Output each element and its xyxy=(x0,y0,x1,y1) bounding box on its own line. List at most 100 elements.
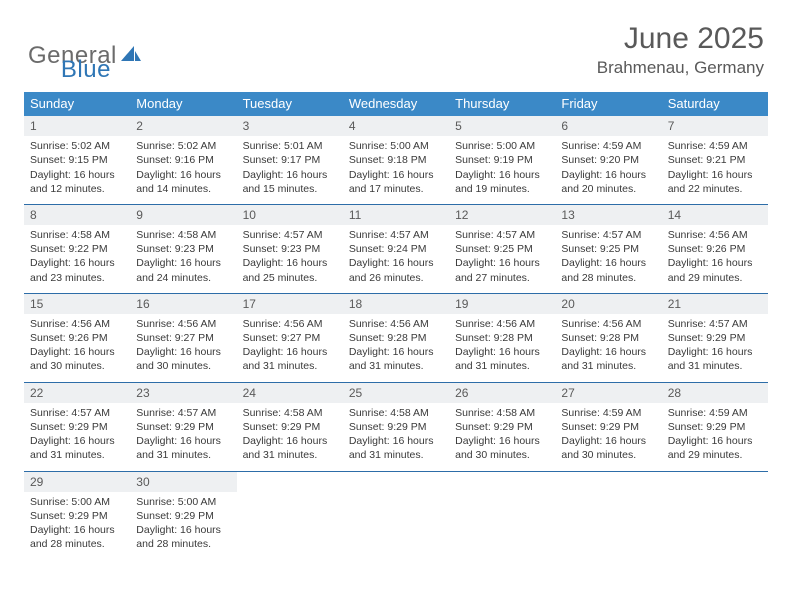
day-number-cell: 28 xyxy=(662,382,768,403)
daylight-line: Daylight: 16 hours and 30 minutes. xyxy=(136,345,230,373)
day-detail-cell: Sunrise: 4:57 AMSunset: 9:29 PMDaylight:… xyxy=(130,403,236,471)
daylight-line: Daylight: 16 hours and 31 minutes. xyxy=(30,434,124,462)
day-number-cell xyxy=(449,471,555,492)
day-detail-cell: Sunrise: 4:56 AMSunset: 9:27 PMDaylight:… xyxy=(130,314,236,382)
day-number-cell: 29 xyxy=(24,471,130,492)
sunrise-line: Sunrise: 4:58 AM xyxy=(455,406,549,420)
day-number-cell: 4 xyxy=(343,116,449,136)
day-number-cell: 14 xyxy=(662,204,768,225)
sunrise-line: Sunrise: 4:58 AM xyxy=(349,406,443,420)
day-detail-row: Sunrise: 5:00 AMSunset: 9:29 PMDaylight:… xyxy=(24,492,768,560)
day-detail-cell xyxy=(343,492,449,560)
day-detail-row: Sunrise: 5:02 AMSunset: 9:15 PMDaylight:… xyxy=(24,136,768,204)
daylight-line: Daylight: 16 hours and 30 minutes. xyxy=(30,345,124,373)
day-detail-cell: Sunrise: 4:57 AMSunset: 9:29 PMDaylight:… xyxy=(662,314,768,382)
daylight-line: Daylight: 16 hours and 23 minutes. xyxy=(30,256,124,284)
sunset-line: Sunset: 9:28 PM xyxy=(561,331,655,345)
sunrise-line: Sunrise: 4:56 AM xyxy=(349,317,443,331)
day-detail-cell: Sunrise: 4:59 AMSunset: 9:20 PMDaylight:… xyxy=(555,136,661,204)
sunset-line: Sunset: 9:19 PM xyxy=(455,153,549,167)
sunset-line: Sunset: 9:29 PM xyxy=(136,509,230,523)
sunset-line: Sunset: 9:25 PM xyxy=(455,242,549,256)
day-number-cell: 5 xyxy=(449,116,555,136)
day-detail-cell: Sunrise: 4:59 AMSunset: 9:21 PMDaylight:… xyxy=(662,136,768,204)
day-detail-cell: Sunrise: 5:02 AMSunset: 9:15 PMDaylight:… xyxy=(24,136,130,204)
day-number-cell: 27 xyxy=(555,382,661,403)
sunrise-line: Sunrise: 5:02 AM xyxy=(30,139,124,153)
logo-sail-icon xyxy=(121,46,141,64)
day-detail-cell: Sunrise: 4:57 AMSunset: 9:25 PMDaylight:… xyxy=(449,225,555,293)
sunrise-line: Sunrise: 5:02 AM xyxy=(136,139,230,153)
calendar-table: Sunday Monday Tuesday Wednesday Thursday… xyxy=(24,92,768,559)
day-detail-cell: Sunrise: 4:56 AMSunset: 9:28 PMDaylight:… xyxy=(555,314,661,382)
day-number-cell: 11 xyxy=(343,204,449,225)
day-number-cell: 3 xyxy=(237,116,343,136)
day-number-cell: 1 xyxy=(24,116,130,136)
sunrise-line: Sunrise: 4:59 AM xyxy=(668,406,762,420)
sunrise-line: Sunrise: 4:57 AM xyxy=(136,406,230,420)
sunset-line: Sunset: 9:24 PM xyxy=(349,242,443,256)
day-detail-cell: Sunrise: 4:58 AMSunset: 9:29 PMDaylight:… xyxy=(343,403,449,471)
sunset-line: Sunset: 9:28 PM xyxy=(349,331,443,345)
weekday-header: Saturday xyxy=(662,92,768,116)
day-number-cell: 6 xyxy=(555,116,661,136)
day-detail-cell xyxy=(555,492,661,560)
day-number-cell: 24 xyxy=(237,382,343,403)
sunrise-line: Sunrise: 4:59 AM xyxy=(561,139,655,153)
weekday-header: Thursday xyxy=(449,92,555,116)
day-number-cell: 21 xyxy=(662,293,768,314)
day-detail-cell: Sunrise: 4:56 AMSunset: 9:26 PMDaylight:… xyxy=(24,314,130,382)
sunset-line: Sunset: 9:29 PM xyxy=(668,331,762,345)
sunrise-line: Sunrise: 4:57 AM xyxy=(243,228,337,242)
day-detail-cell: Sunrise: 4:57 AMSunset: 9:25 PMDaylight:… xyxy=(555,225,661,293)
sunset-line: Sunset: 9:17 PM xyxy=(243,153,337,167)
daylight-line: Daylight: 16 hours and 14 minutes. xyxy=(136,168,230,196)
daylight-line: Daylight: 16 hours and 12 minutes. xyxy=(30,168,124,196)
daynum-row: 891011121314 xyxy=(24,204,768,225)
day-detail-cell: Sunrise: 5:02 AMSunset: 9:16 PMDaylight:… xyxy=(130,136,236,204)
day-number-cell: 22 xyxy=(24,382,130,403)
daylight-line: Daylight: 16 hours and 19 minutes. xyxy=(455,168,549,196)
sunset-line: Sunset: 9:29 PM xyxy=(136,420,230,434)
day-detail-cell: Sunrise: 4:58 AMSunset: 9:29 PMDaylight:… xyxy=(237,403,343,471)
day-detail-cell xyxy=(237,492,343,560)
day-number-cell: 17 xyxy=(237,293,343,314)
day-detail-cell: Sunrise: 4:56 AMSunset: 9:28 PMDaylight:… xyxy=(449,314,555,382)
daylight-line: Daylight: 16 hours and 28 minutes. xyxy=(561,256,655,284)
sunset-line: Sunset: 9:29 PM xyxy=(30,509,124,523)
daylight-line: Daylight: 16 hours and 17 minutes. xyxy=(349,168,443,196)
daylight-line: Daylight: 16 hours and 15 minutes. xyxy=(243,168,337,196)
daynum-row: 1234567 xyxy=(24,116,768,136)
sunset-line: Sunset: 9:23 PM xyxy=(136,242,230,256)
day-detail-cell: Sunrise: 4:58 AMSunset: 9:22 PMDaylight:… xyxy=(24,225,130,293)
day-number-cell xyxy=(662,471,768,492)
sunrise-line: Sunrise: 4:57 AM xyxy=(668,317,762,331)
day-detail-cell: Sunrise: 5:00 AMSunset: 9:19 PMDaylight:… xyxy=(449,136,555,204)
weekday-header: Monday xyxy=(130,92,236,116)
daylight-line: Daylight: 16 hours and 31 minutes. xyxy=(243,434,337,462)
sunrise-line: Sunrise: 4:56 AM xyxy=(30,317,124,331)
day-number-cell xyxy=(343,471,449,492)
sunset-line: Sunset: 9:15 PM xyxy=(30,153,124,167)
daylight-line: Daylight: 16 hours and 27 minutes. xyxy=(455,256,549,284)
day-detail-cell: Sunrise: 4:56 AMSunset: 9:26 PMDaylight:… xyxy=(662,225,768,293)
sunset-line: Sunset: 9:29 PM xyxy=(455,420,549,434)
daylight-line: Daylight: 16 hours and 31 minutes. xyxy=(668,345,762,373)
logo-word-blue: Blue xyxy=(61,56,111,84)
sunrise-line: Sunrise: 4:56 AM xyxy=(561,317,655,331)
sunset-line: Sunset: 9:16 PM xyxy=(136,153,230,167)
day-number-cell: 23 xyxy=(130,382,236,403)
sunrise-line: Sunrise: 5:01 AM xyxy=(243,139,337,153)
day-number-cell: 2 xyxy=(130,116,236,136)
header: General Blue June 2025 Brahmenau, German… xyxy=(24,22,768,92)
daynum-row: 15161718192021 xyxy=(24,293,768,314)
daylight-line: Daylight: 16 hours and 31 minutes. xyxy=(136,434,230,462)
sunrise-line: Sunrise: 5:00 AM xyxy=(455,139,549,153)
sunrise-line: Sunrise: 4:57 AM xyxy=(30,406,124,420)
sunrise-line: Sunrise: 4:59 AM xyxy=(668,139,762,153)
day-number-cell: 12 xyxy=(449,204,555,225)
day-detail-row: Sunrise: 4:58 AMSunset: 9:22 PMDaylight:… xyxy=(24,225,768,293)
day-number-cell: 7 xyxy=(662,116,768,136)
title-block: June 2025 Brahmenau, Germany xyxy=(597,22,764,78)
day-number-cell: 20 xyxy=(555,293,661,314)
